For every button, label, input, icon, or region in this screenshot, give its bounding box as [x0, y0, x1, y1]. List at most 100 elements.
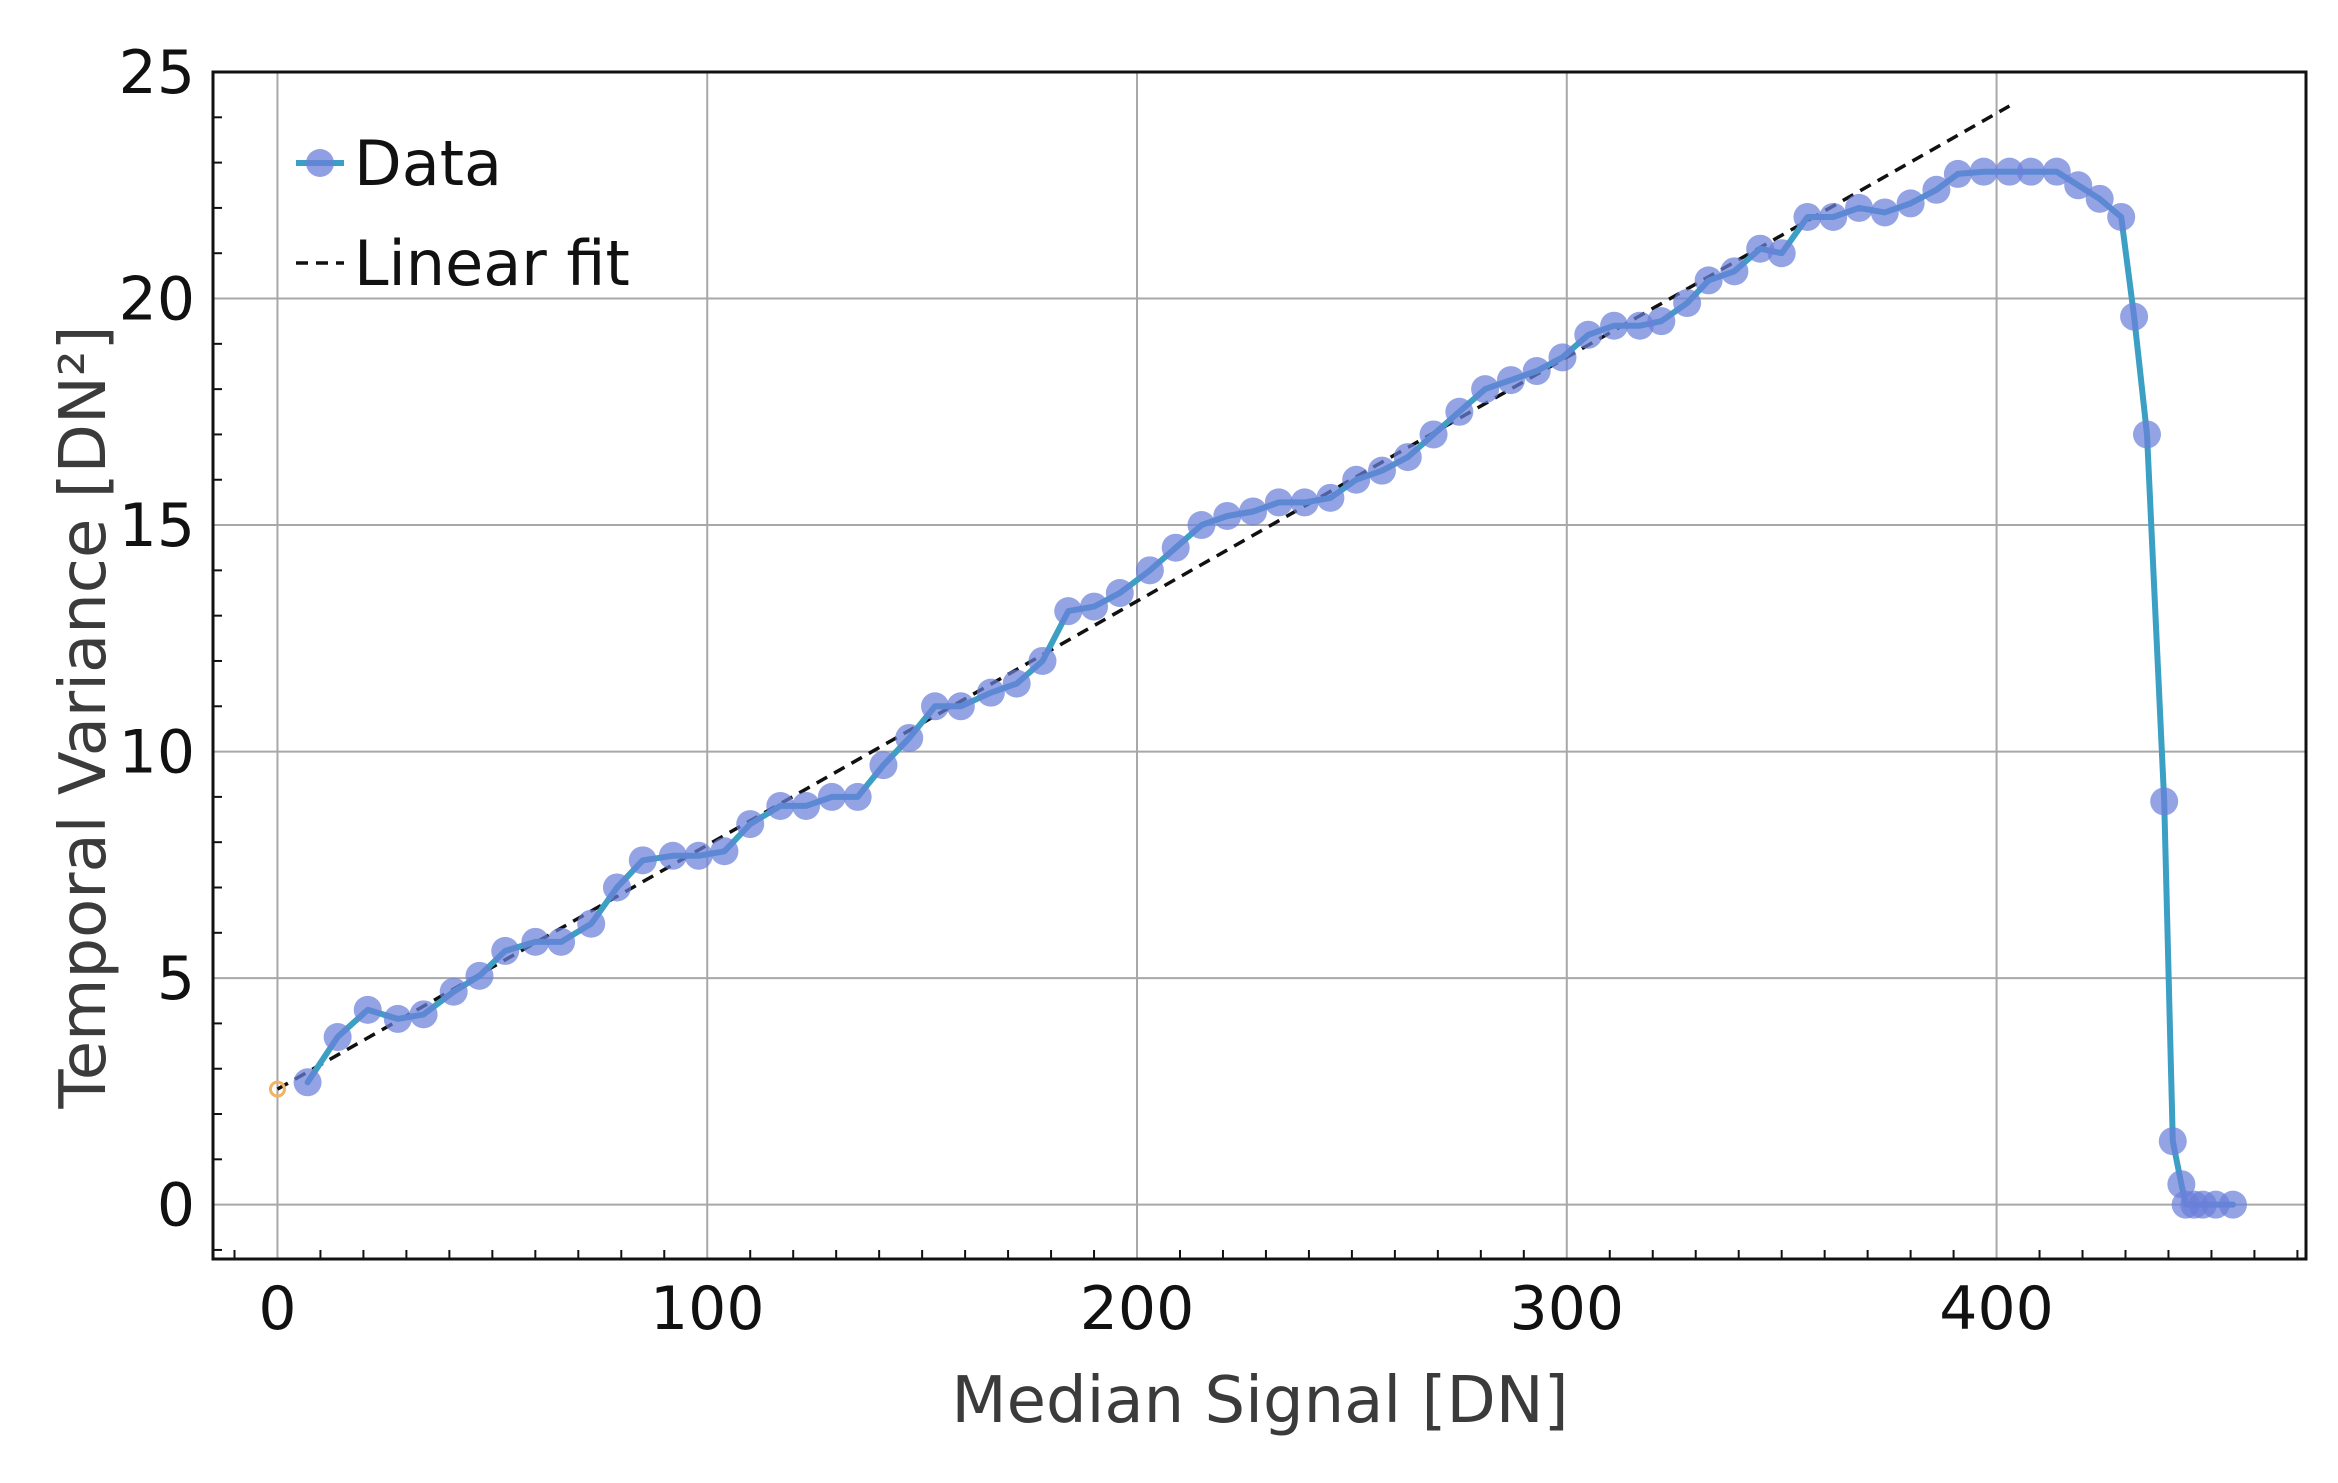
data-point: [1445, 397, 1474, 426]
data-point: [547, 927, 576, 956]
data-point: [1471, 375, 1500, 404]
data-point: [869, 751, 898, 780]
data-point: [1419, 420, 1448, 449]
data-point: [439, 977, 468, 1006]
data-point: [1002, 669, 1031, 698]
y-axis-title: Temporal Variance [DN²]: [47, 326, 121, 1110]
data-point: [602, 873, 631, 902]
legend-data-marker: [306, 149, 334, 177]
data-point: [1995, 157, 2024, 186]
legend-label-linear-fit: Linear fit: [354, 227, 630, 300]
data-point: [1845, 193, 1874, 222]
data-point: [1367, 456, 1396, 485]
grid-lines: [213, 72, 2306, 1259]
data-point: [1264, 488, 1293, 517]
data-point: [628, 846, 657, 875]
data-point: [1213, 501, 1242, 530]
y-tick-label: 0: [157, 1171, 195, 1241]
data-point: [1393, 443, 1422, 472]
data-point: [2016, 157, 2045, 186]
data-point: [1522, 357, 1551, 386]
data-point: [1080, 592, 1109, 621]
data-point: [1496, 366, 1525, 395]
data-series-line: [304, 168, 2236, 1208]
data-point: [736, 810, 765, 839]
data-point: [1239, 497, 1268, 526]
data-point: [2158, 1127, 2187, 1156]
legend-label-data: Data: [354, 127, 502, 200]
data-point: [817, 782, 846, 811]
linear-fit-layer: [276, 104, 2011, 1091]
y-tick-label: 15: [119, 491, 195, 561]
x-axis-title: Median Signal [DN]: [951, 1364, 1568, 1438]
data-point: [895, 723, 924, 752]
x-tick-label: 100: [650, 1274, 765, 1344]
data-point: [1187, 511, 1216, 540]
data-point: [1290, 488, 1319, 517]
origin-point: [268, 1080, 286, 1098]
data-point: [2064, 171, 2093, 200]
data-point: [843, 782, 872, 811]
data-point: [577, 909, 606, 938]
data-point: [921, 692, 950, 721]
x-tick-label: 0: [258, 1274, 296, 1344]
data-point: [1896, 189, 1925, 218]
linear-fit-line: [276, 104, 2011, 1091]
data-point: [1694, 266, 1723, 295]
data-point: [409, 1000, 438, 1029]
x-tick-label: 300: [1510, 1274, 1625, 1344]
data-point: [710, 837, 739, 866]
data-point: [1028, 646, 1057, 675]
data-point: [2132, 420, 2161, 449]
data-point: [1746, 234, 1775, 263]
data-point: [1161, 533, 1190, 562]
x-tick-label: 400: [1939, 1274, 2054, 1344]
data-point: [1548, 343, 1577, 372]
data-point: [2042, 157, 2071, 186]
data-line-layer: [304, 168, 2236, 1208]
data-point: [293, 1068, 322, 1097]
data-point: [1316, 483, 1345, 512]
data-point: [1819, 202, 1848, 231]
y-tick-label: 25: [119, 38, 195, 108]
data-point: [2150, 787, 2179, 816]
data-point: [1793, 202, 1822, 231]
data-point: [323, 1023, 352, 1052]
y-tick-label: 20: [119, 265, 195, 335]
plot-frame: [211, 70, 2308, 1261]
data-point: [1943, 159, 1972, 188]
data-point: [1625, 311, 1654, 340]
data-point: [2085, 184, 2114, 213]
data-point: [1922, 175, 1951, 204]
legend: Data Linear fit: [296, 127, 630, 300]
data-point: [1767, 239, 1796, 268]
data-point: [521, 927, 550, 956]
data-point: [792, 791, 821, 820]
data-point: [353, 995, 382, 1024]
data-point: [1870, 198, 1899, 227]
y-tick-label: 5: [157, 944, 195, 1014]
data-point: [2120, 302, 2149, 331]
data-point: [1574, 320, 1603, 349]
y-tick-label: 10: [119, 718, 195, 788]
data-point: [1647, 307, 1676, 336]
data-point: [1054, 597, 1083, 626]
data-point: [2218, 1190, 2247, 1219]
data-point: [1969, 157, 1998, 186]
data-point: [1342, 465, 1371, 494]
data-markers: [268, 157, 2247, 1219]
data-point: [658, 841, 687, 870]
data-point: [684, 841, 713, 870]
tick-labels: 0 100 200 300 400 0 5 10 15 20 25: [119, 38, 2054, 1344]
data-point: [976, 678, 1005, 707]
data-point: [1600, 311, 1629, 340]
data-point: [465, 961, 494, 990]
data-point: [1105, 579, 1134, 608]
data-point: [766, 791, 795, 820]
data-point: [383, 1004, 412, 1033]
data-point: [1720, 257, 1749, 286]
data-point: [1673, 289, 1702, 318]
data-point: [2107, 202, 2136, 231]
data-point: [491, 936, 520, 965]
